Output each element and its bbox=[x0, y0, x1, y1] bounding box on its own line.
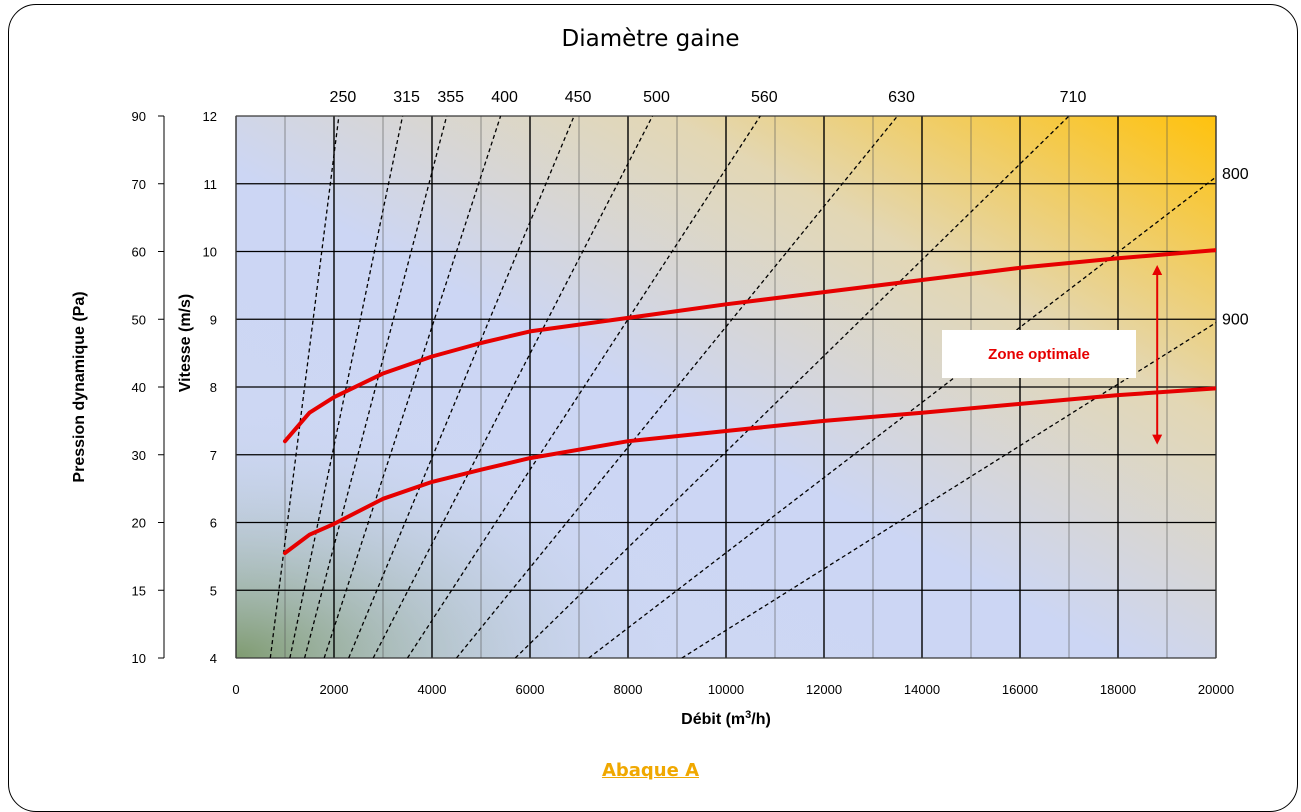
diameter-line-400 bbox=[323, 116, 502, 658]
gridlines bbox=[235, 115, 1217, 659]
diameter-label-355: 355 bbox=[437, 89, 464, 106]
diameter-label-800: 800 bbox=[1222, 166, 1249, 183]
pressure-tick-label: 30 bbox=[132, 448, 146, 463]
velocity-tick-label: 6 bbox=[210, 516, 217, 531]
x-tick-label: 16000 bbox=[1002, 682, 1038, 697]
velocity-tick-label: 12 bbox=[203, 109, 217, 124]
x-axis-title: Débit (m3/h) bbox=[681, 709, 771, 728]
series-line-1 bbox=[283, 248, 1216, 444]
diameter-label-900: 900 bbox=[1222, 312, 1249, 329]
arrow-head-up bbox=[1152, 265, 1163, 276]
axes: 0 2000 4000 6000 8000 10000 12000 14000 16000 180… bbox=[132, 109, 1235, 697]
diameter-line-250 bbox=[269, 116, 340, 658]
series-line-2 bbox=[283, 386, 1216, 555]
velocity-tick-label: 9 bbox=[210, 312, 217, 327]
diameter-label-500: 500 bbox=[643, 89, 670, 106]
velocity-tick-label: 4 bbox=[210, 651, 217, 666]
diameter-label-450: 450 bbox=[565, 89, 592, 106]
diameter-label-630: 630 bbox=[888, 89, 915, 106]
diameter-line-560 bbox=[406, 116, 761, 658]
velocity-tick-label: 11 bbox=[204, 177, 218, 192]
diameter-label-315: 315 bbox=[393, 89, 420, 106]
x-tick-label: 8000 bbox=[614, 682, 643, 697]
x-tick-label: 2000 bbox=[320, 682, 349, 697]
diameter-line-900 bbox=[681, 322, 1216, 658]
velocity-tick-label: 7 bbox=[210, 448, 217, 463]
pressure-tick-label: 50 bbox=[132, 312, 146, 327]
diameter-line-710 bbox=[514, 116, 1070, 658]
diameter-label-710: 710 bbox=[1060, 89, 1087, 106]
caption-link[interactable]: Abaque A bbox=[601, 760, 700, 781]
pressure-tick-label: 60 bbox=[132, 245, 146, 260]
x-tick-label: 18000 bbox=[1100, 682, 1136, 697]
velocity-tick-label: 8 bbox=[210, 380, 217, 395]
arrow-head-down bbox=[1152, 434, 1163, 445]
velocity-tick-label: 5 bbox=[210, 583, 217, 598]
pressure-tick-label: 15 bbox=[132, 583, 146, 598]
x-tick-label: 0 bbox=[232, 682, 239, 697]
optimal-zone-arrow bbox=[1152, 265, 1163, 445]
pressure-tick-label: 40 bbox=[132, 380, 146, 395]
velocity-axis-title: Vitesse (m/s) bbox=[177, 294, 194, 392]
diameter-line-355 bbox=[303, 116, 448, 658]
diameter-line-500 bbox=[372, 116, 654, 658]
zone-optimale-label: Zone optimale bbox=[942, 330, 1136, 378]
diameter-label-400: 400 bbox=[491, 89, 518, 106]
chart-title: Diamètre gaine bbox=[561, 26, 740, 52]
diameter-label-560: 560 bbox=[751, 89, 778, 106]
series-group bbox=[283, 248, 1216, 555]
x-tick-label: 6000 bbox=[516, 682, 545, 697]
diameter-line-315 bbox=[289, 116, 404, 658]
x-tick-label: 10000 bbox=[708, 682, 744, 697]
x-tick-label: 20000 bbox=[1198, 682, 1234, 697]
diameter-labels: 250 315 355 400 450 500 560 630 710 800 900 bbox=[330, 89, 1249, 329]
diameter-label-250: 250 bbox=[330, 89, 357, 106]
pressure-tick-label: 20 bbox=[132, 516, 146, 531]
x-tick-label: 4000 bbox=[418, 682, 447, 697]
pressure-tick-label: 90 bbox=[132, 109, 146, 124]
pressure-tick-label: 70 bbox=[132, 177, 146, 192]
velocity-tick-label: 10 bbox=[203, 245, 217, 260]
x-tick-label: 12000 bbox=[806, 682, 842, 697]
diameter-line-630 bbox=[455, 116, 899, 658]
pressure-axis-title: Pression dynamique (Pa) bbox=[71, 291, 88, 482]
pressure-tick-label: 10 bbox=[132, 651, 146, 666]
x-tick-label: 14000 bbox=[904, 682, 940, 697]
